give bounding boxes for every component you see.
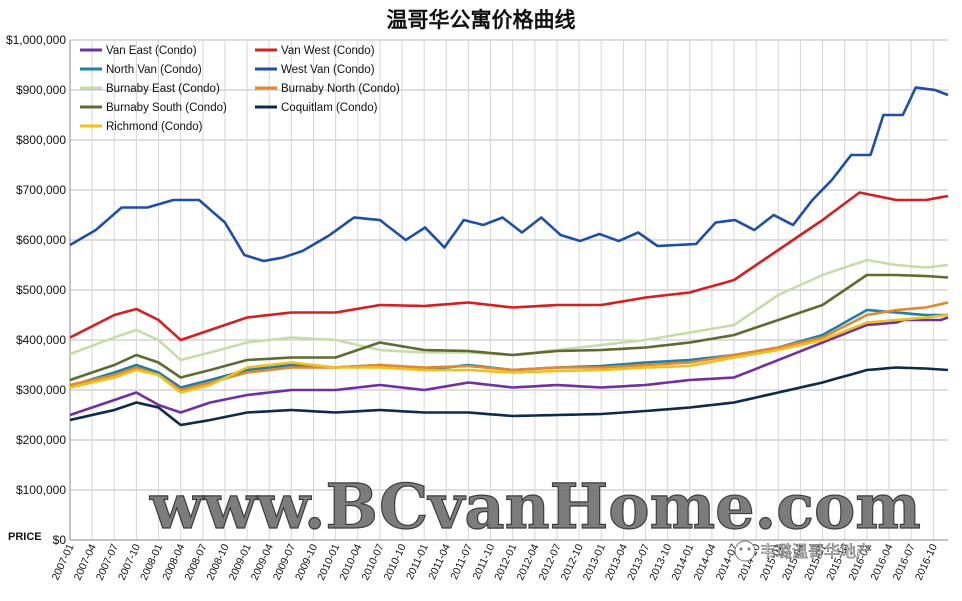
y-tick-label: $500,000 <box>16 283 66 297</box>
series-line-burnaby-south-condo <box>69 273 949 382</box>
legend-label: West Van (Condo) <box>281 64 375 76</box>
series-line-north-van-condo <box>69 308 948 389</box>
legend-label: Burnaby East (Condo) <box>106 83 220 95</box>
legend-label: Van East (Condo) <box>106 45 197 57</box>
wechat-badge: 韦璐温哥华地产 <box>734 540 872 562</box>
series-line-van-east-condo <box>69 316 949 417</box>
y-axis-label: PRICE <box>8 531 42 543</box>
y-tick-label: $100,000 <box>16 483 66 497</box>
chart-title: 温哥华公寓价格曲线 <box>386 8 576 32</box>
y-tick-label: $0 <box>53 533 67 547</box>
grid <box>69 39 948 541</box>
y-tick-label: $900,000 <box>16 83 66 97</box>
legend-label: Burnaby South (Condo) <box>106 102 227 114</box>
wechat-icon <box>734 540 756 562</box>
legend-label: Van West (Condo) <box>281 45 375 57</box>
badge-text: 韦璐温哥华地产 <box>760 542 872 561</box>
y-tick-label: $600,000 <box>16 233 66 247</box>
series-line-richmond-condo <box>69 313 949 394</box>
series-line-van-west-condo <box>69 191 949 342</box>
y-tick-label: $700,000 <box>16 183 66 197</box>
series-lines <box>69 86 949 427</box>
y-tick-label: $800,000 <box>16 133 66 147</box>
watermark-text: www.BCvanHome.com <box>149 470 921 543</box>
legend-label: Richmond (Condo) <box>106 121 203 133</box>
series-line-west-van-condo <box>69 86 949 263</box>
legend-label: Coquitlam (Condo) <box>281 102 378 114</box>
y-tick-label: $300,000 <box>16 383 66 397</box>
legend-label: Burnaby North (Condo) <box>281 83 400 95</box>
y-tick-label: $200,000 <box>16 433 66 447</box>
y-tick-label: $400,000 <box>16 333 66 347</box>
series-line-coquitlam-condo <box>69 366 949 427</box>
y-tick-label: $1,000,000 <box>6 33 66 47</box>
legend-label: North Van (Condo) <box>106 64 202 76</box>
legend: Van East (Condo) Van West (Condo) North Va… <box>80 45 400 133</box>
